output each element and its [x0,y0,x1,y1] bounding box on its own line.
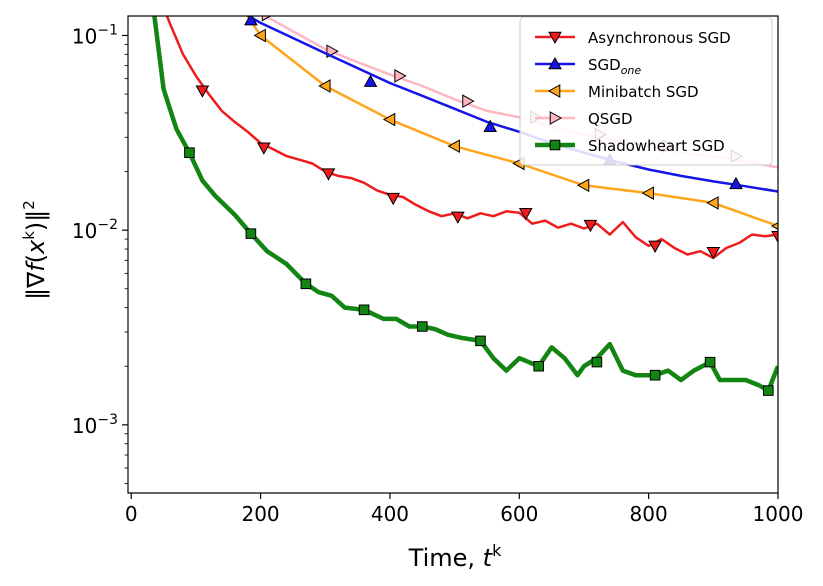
data-point [583,219,598,233]
data-point [382,112,396,127]
data-point [386,192,401,206]
x-axis-label-sup: k [492,541,502,560]
data-point [591,356,603,368]
legend-marker [548,56,562,70]
data-point [394,69,407,83]
x-tick-label: 1000 [753,502,804,526]
legend-label-async: Asynchronous SGD [588,29,731,47]
x-axis-label-main: Time, [408,544,483,572]
series-asynchronous-sgd [165,16,778,260]
x-tick-label: 800 [630,502,668,526]
legend-label-sgdone: SGDone [588,56,641,77]
data-point [729,176,743,190]
x-tick-label: 400 [371,502,409,526]
series-minibatch-sgd [245,16,778,230]
x-axis-label-var: t [483,544,494,572]
x-tick-label: 600 [500,502,538,526]
data-point [483,119,498,132]
legend-marker [549,139,561,151]
data-point [447,139,460,154]
plot-frame [127,15,779,494]
data-point [762,385,774,396]
x-tick-label: 0 [125,502,138,526]
data-point [518,208,533,221]
data-point [244,16,258,26]
data-point [245,228,257,239]
legend-marker [547,84,561,98]
series-line [152,16,778,393]
data-point [256,142,271,155]
legend-box [519,16,773,166]
data-point [416,321,428,332]
data-point [533,360,544,372]
series-line [246,16,778,193]
y-tick-label: 10−2 [72,217,118,243]
data-point [475,335,486,347]
legend-marker [548,31,562,45]
data-point [771,230,778,244]
data-point [363,74,378,87]
series-shadowheart-sgd [152,16,778,396]
x-axis-label: Time, tk [408,541,502,572]
data-point [641,186,654,200]
x-tick-label: 200 [241,502,279,526]
data-point [261,16,272,22]
data-point [195,85,210,98]
data-point [704,356,716,368]
y-tick-label: 10−1 [72,22,118,48]
axes-layer: 0 200 400 600 800 1000 10−1 10−2 10−3 [72,22,804,526]
data-point [253,28,266,43]
data-point [318,79,331,93]
y-tick-label: 10−3 [72,412,118,438]
data-point [648,240,662,253]
legend: Asynchronous SGD SGDone Minibatch SGD QS… [519,16,773,166]
data-point [649,369,661,381]
data-point [706,196,719,210]
legend-label-shadowheart: Shadowheart SGD [588,137,725,155]
data-point [462,94,475,108]
legend-label-qsgd: QSGD [588,110,633,128]
data-point [358,304,370,316]
legend-label-minibatch: Minibatch SGD [588,83,699,101]
data-point [451,211,465,224]
legend-marker [549,111,563,125]
data-point [300,278,312,290]
data-point [184,147,195,158]
data-point [706,246,721,260]
data-point [576,178,590,193]
legend-items [535,31,575,151]
y-axis-label: ‖∇f(xk)‖2 [20,200,50,300]
data-point [321,168,336,181]
